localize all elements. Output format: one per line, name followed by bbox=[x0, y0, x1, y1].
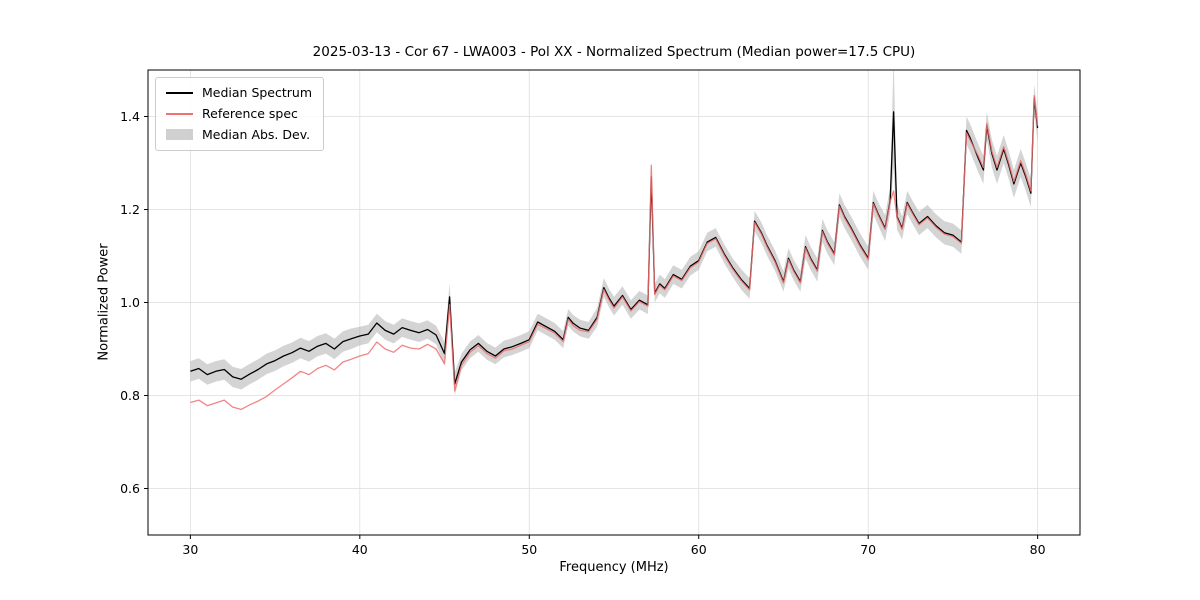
y-tick-label: 1.2 bbox=[120, 202, 140, 217]
x-tick-label: 30 bbox=[182, 542, 198, 557]
x-tick-label: 70 bbox=[860, 542, 876, 557]
x-tick-label: 40 bbox=[352, 542, 368, 557]
legend: Median Spectrum Reference spec Median Ab… bbox=[155, 77, 325, 151]
reference-line-swatch bbox=[166, 112, 193, 115]
median-spectrum-line bbox=[190, 97, 1039, 385]
y-tick-label: 0.6 bbox=[120, 481, 140, 496]
legend-label: Reference spec bbox=[202, 106, 298, 121]
legend-item-reference: Reference spec bbox=[166, 106, 312, 121]
y-axis-label: Normalized Power bbox=[96, 243, 112, 361]
x-tick-label: 80 bbox=[1030, 542, 1046, 557]
y-tick-label: 0.8 bbox=[120, 388, 140, 403]
median-line-swatch bbox=[166, 91, 193, 94]
legend-item-median: Median Spectrum bbox=[166, 85, 312, 100]
x-axis-label: Frequency (MHz) bbox=[559, 560, 669, 575]
legend-label: Median Spectrum bbox=[202, 85, 313, 100]
legend-item-mad: Median Abs. Dev. bbox=[166, 127, 312, 142]
legend-label: Median Abs. Dev. bbox=[202, 127, 311, 142]
reference-spec-line bbox=[190, 94, 1039, 411]
y-tick-label: 1.4 bbox=[120, 109, 140, 124]
y-tick-label: 1.0 bbox=[120, 295, 140, 310]
x-tick-label: 60 bbox=[691, 542, 707, 557]
mad-band bbox=[190, 70, 1038, 396]
x-tick-label: 50 bbox=[521, 542, 537, 557]
plot-title: 2025-03-13 - Cor 67 - LWA003 - Pol XX - … bbox=[312, 44, 916, 60]
mad-patch-swatch bbox=[166, 129, 193, 140]
